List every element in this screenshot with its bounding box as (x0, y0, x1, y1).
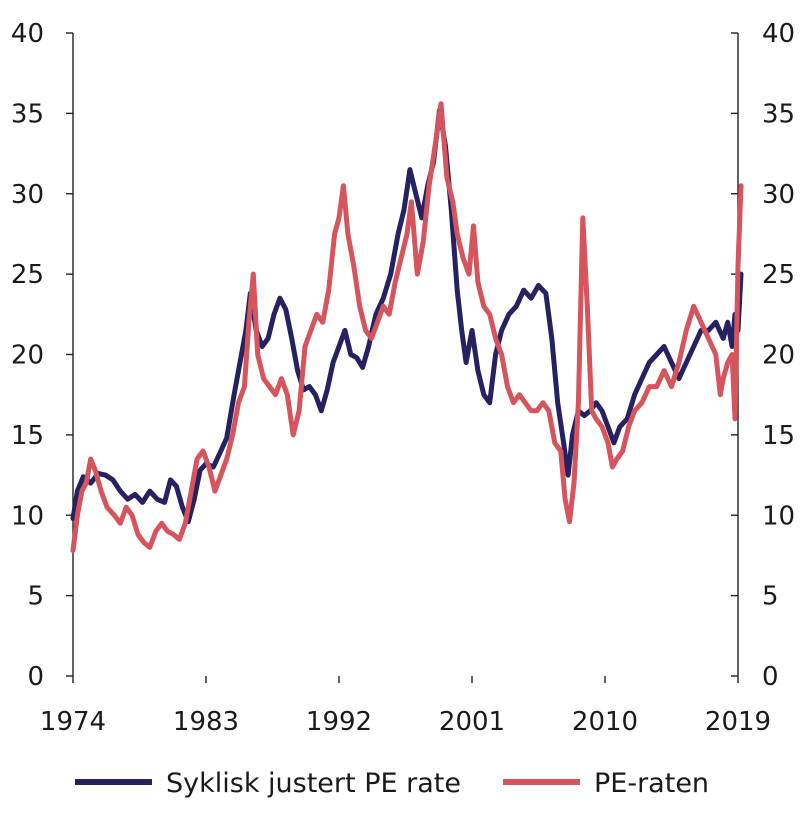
right-y-tick-label: 15 (762, 421, 795, 451)
left-y-tick-label: 25 (11, 260, 44, 290)
x-tick-label: 1974 (40, 707, 106, 737)
right-y-ticks: 0 5 10 15 20 25 30 35 40 (731, 19, 795, 692)
x-tick-label: 1992 (306, 707, 372, 737)
right-y-tick-label: 0 (762, 662, 779, 692)
x-tick-label: 2010 (572, 707, 638, 737)
series-line-cape (70, 107, 744, 525)
left-y-tick-label: 5 (27, 582, 44, 612)
left-y-tick-label: 10 (11, 501, 44, 531)
x-ticks: 1974 1983 1992 2001 2010 2019 (40, 676, 771, 737)
right-y-tick-label: 30 (762, 180, 795, 210)
legend-label-pe: PE-raten (594, 768, 709, 799)
x-tick-label: 1983 (173, 707, 239, 737)
chart-axes (72, 33, 739, 676)
left-y-tick-label: 20 (11, 341, 44, 371)
left-y-tick-label: 40 (11, 19, 44, 49)
legend: Syklisk justert PE rate PE-raten (75, 768, 709, 799)
left-y-tick-label: 15 (11, 421, 44, 451)
x-tick-label: 2001 (439, 707, 505, 737)
right-y-tick-label: 20 (762, 341, 795, 371)
series-line-pe (70, 101, 744, 554)
right-y-tick-label: 40 (762, 19, 795, 49)
right-y-tick-label: 10 (762, 501, 795, 531)
right-y-tick-label: 25 (762, 260, 795, 290)
right-y-tick-label: 5 (762, 582, 779, 612)
legend-label-cape: Syklisk justert PE rate (166, 768, 461, 799)
series-layer (70, 101, 744, 554)
left-y-tick-label: 30 (11, 180, 44, 210)
right-y-tick-label: 35 (762, 99, 795, 129)
left-y-tick-label: 0 (27, 662, 44, 692)
left-y-tick-label: 35 (11, 99, 44, 129)
left-y-ticks: 0 5 10 15 20 25 30 35 40 (11, 19, 73, 692)
x-tick-label: 2019 (705, 707, 771, 737)
